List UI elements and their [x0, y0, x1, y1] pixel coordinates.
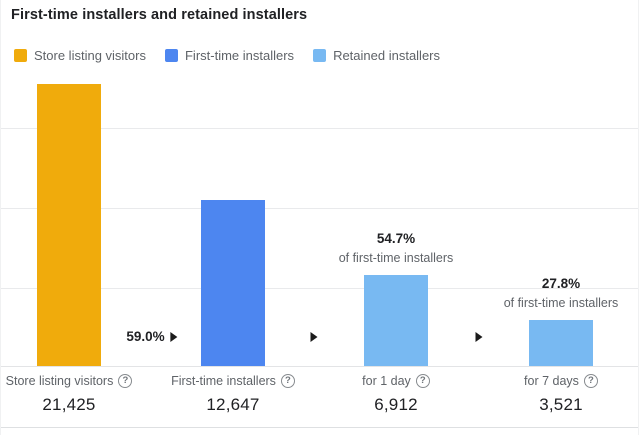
legend-item-retained-installers[interactable]: Retained installers [313, 48, 440, 63]
retention-note: of first-time installers [338, 251, 454, 265]
legend-swatch-icon [313, 49, 327, 62]
column-value: 21,425 [42, 395, 96, 414]
x-axis-baseline [1, 366, 638, 367]
arrow-right-icon [475, 332, 483, 342]
column-value: 6,912 [374, 395, 418, 414]
help-icon[interactable]: ? [280, 374, 295, 388]
column-label: First-time installers [171, 374, 276, 388]
column-store-listing-visitors: Store listing visitors ? 21,425 [1, 372, 154, 415]
column-retained-1-day: for 1 day ? 6,912 [311, 372, 481, 415]
divider [1, 427, 638, 428]
bar-store-listing-visitors[interactable] [37, 84, 101, 366]
legend-swatch-icon [164, 49, 178, 62]
gridline [1, 288, 638, 289]
bar-first-time-installers[interactable] [201, 200, 265, 366]
legend-label: First-time installers [184, 48, 295, 63]
retention-percent: 54.7% [376, 231, 416, 246]
legend: Store listing visitors First-time instal… [14, 48, 440, 63]
column-label: for 7 days [524, 374, 579, 388]
legend-label: Retained installers [333, 48, 441, 63]
retention-note: of first-time installers [503, 296, 619, 310]
gridline [1, 208, 638, 209]
column-first-time-installers: First-time installers ? 12,647 [148, 372, 318, 415]
bar-retained-7-days[interactable] [529, 320, 593, 366]
arrow-right-icon [310, 332, 318, 342]
gridline [1, 128, 638, 129]
retention-annotation-1-day: 54.7% of first-time installers [296, 231, 496, 265]
legend-swatch-icon [14, 49, 27, 62]
column-label: for 1 day [362, 374, 411, 388]
retention-percent: 27.8% [541, 276, 581, 291]
help-icon[interactable]: ? [118, 374, 133, 388]
column-value: 3,521 [539, 395, 583, 414]
retention-annotation-7-days: 27.8% of first-time installers [461, 276, 638, 310]
help-icon[interactable]: ? [415, 374, 430, 388]
column-value: 12,647 [206, 395, 260, 414]
page-title: First-time installers and retained insta… [11, 7, 308, 23]
legend-item-store-listing-visitors[interactable]: Store listing visitors [14, 48, 146, 63]
help-icon[interactable]: ? [583, 374, 598, 388]
arrow-right-icon [170, 331, 178, 342]
legend-item-first-time-installers[interactable]: First-time installers [164, 48, 295, 63]
conversion-percent: 59.0% [126, 329, 165, 344]
legend-label: Store listing visitors [34, 48, 146, 63]
bar-retained-1-day[interactable] [364, 275, 428, 366]
column-retained-7-days: for 7 days ? 3,521 [476, 372, 638, 415]
column-label: Store listing visitors [5, 374, 114, 388]
conversion-annotation-1: 59.0% [126, 329, 178, 344]
